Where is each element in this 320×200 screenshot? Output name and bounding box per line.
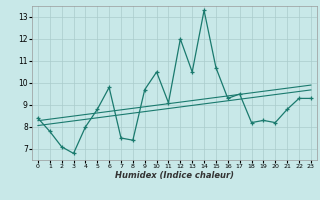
X-axis label: Humidex (Indice chaleur): Humidex (Indice chaleur)	[115, 171, 234, 180]
